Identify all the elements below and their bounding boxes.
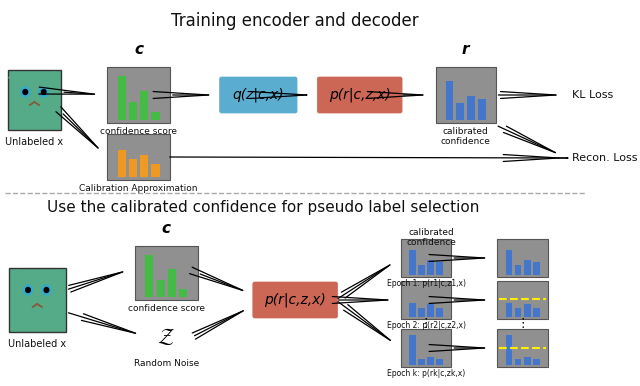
Polygon shape bbox=[9, 72, 22, 78]
Text: Epoch 2: p(r2|c,z2,x): Epoch 2: p(r2|c,z2,x) bbox=[387, 321, 465, 330]
FancyBboxPatch shape bbox=[533, 308, 540, 317]
Text: confidence score: confidence score bbox=[100, 127, 177, 136]
Text: r: r bbox=[462, 42, 469, 57]
Circle shape bbox=[26, 288, 30, 293]
Polygon shape bbox=[47, 72, 60, 78]
FancyBboxPatch shape bbox=[118, 150, 125, 177]
FancyBboxPatch shape bbox=[168, 269, 176, 297]
Text: Training encoder and decoder: Training encoder and decoder bbox=[172, 12, 419, 30]
FancyBboxPatch shape bbox=[428, 304, 434, 317]
Text: ⋮: ⋮ bbox=[420, 317, 432, 330]
FancyBboxPatch shape bbox=[401, 239, 451, 277]
FancyBboxPatch shape bbox=[418, 265, 425, 275]
FancyBboxPatch shape bbox=[140, 155, 148, 177]
FancyBboxPatch shape bbox=[108, 134, 170, 180]
FancyBboxPatch shape bbox=[478, 99, 486, 120]
FancyBboxPatch shape bbox=[401, 281, 451, 319]
Text: p(r|c,z,x): p(r|c,z,x) bbox=[329, 88, 390, 102]
FancyBboxPatch shape bbox=[515, 265, 522, 275]
Text: p(r|c,z,x): p(r|c,z,x) bbox=[264, 293, 326, 307]
FancyBboxPatch shape bbox=[220, 77, 297, 113]
Text: Recon. Loss: Recon. Loss bbox=[572, 153, 637, 163]
FancyBboxPatch shape bbox=[253, 282, 337, 318]
Text: KL Loss: KL Loss bbox=[572, 90, 613, 100]
FancyBboxPatch shape bbox=[409, 335, 415, 365]
Text: Use the calibrated confidence for pseudo label selection: Use the calibrated confidence for pseudo… bbox=[47, 200, 479, 215]
FancyBboxPatch shape bbox=[9, 268, 66, 332]
Circle shape bbox=[42, 90, 46, 95]
FancyBboxPatch shape bbox=[515, 359, 522, 365]
FancyBboxPatch shape bbox=[436, 308, 443, 317]
Circle shape bbox=[42, 285, 51, 295]
Text: Random Noise: Random Noise bbox=[134, 359, 199, 368]
FancyBboxPatch shape bbox=[317, 77, 402, 113]
FancyBboxPatch shape bbox=[152, 164, 159, 177]
FancyBboxPatch shape bbox=[428, 357, 434, 365]
FancyBboxPatch shape bbox=[533, 262, 540, 275]
Text: Unlabeled x: Unlabeled x bbox=[5, 137, 63, 147]
FancyBboxPatch shape bbox=[436, 67, 495, 123]
FancyBboxPatch shape bbox=[8, 70, 61, 130]
Text: ⋮: ⋮ bbox=[516, 317, 529, 330]
FancyBboxPatch shape bbox=[409, 249, 415, 275]
FancyBboxPatch shape bbox=[409, 303, 415, 317]
Circle shape bbox=[44, 288, 49, 293]
Circle shape bbox=[20, 87, 30, 97]
Circle shape bbox=[23, 90, 28, 95]
FancyBboxPatch shape bbox=[129, 102, 137, 120]
FancyBboxPatch shape bbox=[157, 280, 164, 297]
FancyBboxPatch shape bbox=[135, 246, 198, 300]
FancyBboxPatch shape bbox=[497, 281, 548, 319]
FancyBboxPatch shape bbox=[506, 249, 513, 275]
FancyBboxPatch shape bbox=[445, 81, 453, 120]
FancyBboxPatch shape bbox=[418, 359, 425, 365]
Text: Unlabeled x: Unlabeled x bbox=[8, 339, 67, 349]
FancyBboxPatch shape bbox=[145, 255, 154, 297]
FancyBboxPatch shape bbox=[524, 357, 531, 365]
FancyBboxPatch shape bbox=[108, 67, 170, 123]
FancyBboxPatch shape bbox=[436, 262, 443, 275]
Polygon shape bbox=[12, 270, 24, 276]
FancyBboxPatch shape bbox=[436, 359, 443, 365]
FancyBboxPatch shape bbox=[118, 76, 125, 120]
FancyBboxPatch shape bbox=[129, 159, 137, 177]
FancyBboxPatch shape bbox=[456, 103, 464, 120]
Text: c: c bbox=[134, 42, 143, 57]
FancyBboxPatch shape bbox=[506, 335, 513, 365]
Text: confidence score: confidence score bbox=[128, 304, 205, 313]
FancyBboxPatch shape bbox=[533, 359, 540, 365]
FancyBboxPatch shape bbox=[467, 96, 475, 120]
FancyBboxPatch shape bbox=[428, 260, 434, 275]
Text: Epoch 1: p(r1|c,z1,x): Epoch 1: p(r1|c,z1,x) bbox=[387, 279, 465, 288]
FancyBboxPatch shape bbox=[497, 329, 548, 367]
Text: calibrated
confidence: calibrated confidence bbox=[441, 127, 491, 146]
FancyBboxPatch shape bbox=[515, 308, 522, 317]
Text: $\mathcal{Z}$: $\mathcal{Z}$ bbox=[157, 327, 175, 347]
FancyBboxPatch shape bbox=[506, 303, 513, 317]
Polygon shape bbox=[50, 270, 63, 276]
FancyBboxPatch shape bbox=[152, 112, 159, 120]
Text: c: c bbox=[162, 221, 171, 236]
Text: Epoch k: p(rk|c,zk,x): Epoch k: p(rk|c,zk,x) bbox=[387, 369, 465, 378]
Text: calibrated
confidence: calibrated confidence bbox=[406, 228, 456, 247]
FancyBboxPatch shape bbox=[140, 91, 148, 120]
FancyBboxPatch shape bbox=[401, 329, 451, 367]
FancyBboxPatch shape bbox=[418, 308, 425, 317]
FancyBboxPatch shape bbox=[524, 260, 531, 275]
Text: q(z|c,x): q(z|c,x) bbox=[232, 88, 284, 102]
Circle shape bbox=[24, 285, 33, 295]
Circle shape bbox=[39, 87, 48, 97]
FancyBboxPatch shape bbox=[524, 304, 531, 317]
FancyBboxPatch shape bbox=[179, 289, 188, 297]
FancyBboxPatch shape bbox=[497, 239, 548, 277]
Text: Calibration Approximation: Calibration Approximation bbox=[79, 184, 198, 193]
